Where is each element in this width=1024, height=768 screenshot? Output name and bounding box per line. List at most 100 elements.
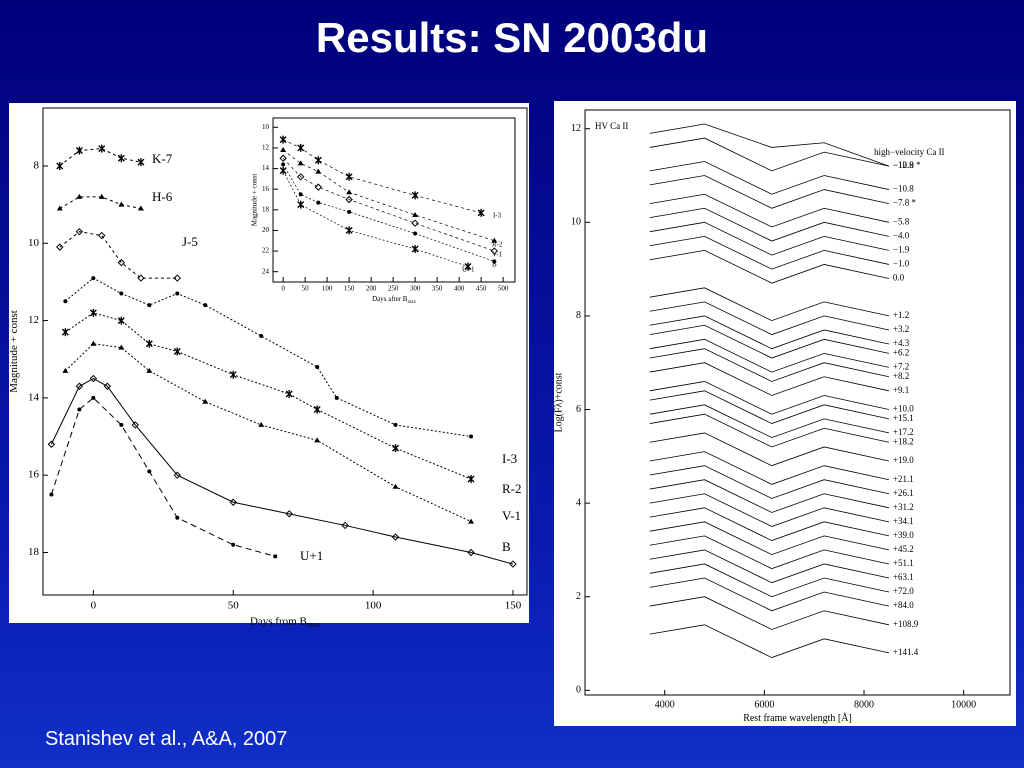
spectrum <box>649 535 890 570</box>
marker <box>334 395 339 400</box>
x-tick-label: 8000 <box>854 699 874 710</box>
spectrum-label: +31.2 <box>893 502 914 512</box>
marker <box>345 226 353 235</box>
marker <box>490 247 499 255</box>
spectrum <box>649 549 890 584</box>
marker <box>492 259 497 264</box>
spectrum <box>649 137 890 172</box>
light-curve <box>59 196 142 209</box>
y-tick-label: 16 <box>262 185 270 193</box>
marker <box>412 211 419 217</box>
marker <box>297 143 305 152</box>
x-tick-label: 500 <box>498 285 509 293</box>
marker <box>145 339 153 348</box>
x-tick-label: 100 <box>365 600 382 612</box>
marker <box>47 440 56 448</box>
spectrum-label: +45.2 <box>893 544 914 554</box>
marker <box>119 291 124 296</box>
marker <box>137 274 145 282</box>
y-tick-label: 4 <box>576 497 581 508</box>
series-label: I-3 <box>493 212 502 220</box>
spectrum <box>649 521 890 556</box>
marker <box>98 193 105 199</box>
marker <box>393 422 398 427</box>
spectrum <box>649 324 890 359</box>
spectrum-label: +8.2 <box>893 371 909 381</box>
plot-frame <box>42 107 528 596</box>
spectrum-label: +7.2 <box>893 361 909 371</box>
series-label: H-6 <box>152 189 173 204</box>
marker <box>345 195 353 204</box>
marker <box>285 510 293 518</box>
marker <box>391 533 400 541</box>
series-label: V-1 <box>502 508 521 523</box>
y-tick-label: 12 <box>262 144 270 152</box>
marker <box>411 219 419 227</box>
marker <box>137 158 145 167</box>
marker <box>118 344 125 350</box>
marker <box>315 168 322 174</box>
spectrum-label: +72.0 <box>893 586 914 596</box>
marker <box>316 200 321 205</box>
spectrum <box>649 390 890 424</box>
spectrum <box>649 315 890 350</box>
spectrum <box>649 338 890 373</box>
marker <box>61 328 69 337</box>
marker <box>147 303 152 308</box>
x-tick-label: 4000 <box>655 699 675 710</box>
spectrum-label: +63.1 <box>893 572 914 582</box>
marker <box>62 367 69 373</box>
marker <box>315 364 320 369</box>
spectrum <box>649 301 890 336</box>
x-axis-label-main: Rest frame wavelength [Å] <box>743 712 852 724</box>
marker <box>173 471 181 479</box>
marker <box>203 303 208 308</box>
slide-title: Results: SN 2003du <box>315 14 709 61</box>
marker <box>137 205 144 211</box>
spectrum <box>649 221 890 256</box>
marker <box>285 390 293 399</box>
spectrum-label: −10.9 <box>893 160 914 170</box>
plot-frame <box>584 109 1011 696</box>
light-curve <box>282 164 495 262</box>
x-axis-label: Rest frame wavelength [Å] <box>743 712 852 724</box>
x-tick-label: 10000 <box>951 699 976 710</box>
marker <box>77 407 82 412</box>
spectrum <box>649 493 890 527</box>
spectrum <box>649 404 890 439</box>
spectrum-label: +51.1 <box>893 558 914 568</box>
marker <box>56 161 64 170</box>
marker <box>56 243 64 251</box>
chart-inset: 0 50 100 150 200 250 300 350 400 450 500 10 12 14 16 18… <box>245 110 525 308</box>
spectrum-label: +4.3 <box>893 338 910 348</box>
marker <box>313 405 321 414</box>
x-axis-label-main: Days from B <box>250 615 307 627</box>
marker <box>175 291 180 296</box>
spectrum-label: +18.2 <box>893 436 914 446</box>
spectrum-label: +6.2 <box>893 347 909 357</box>
marker <box>56 205 63 211</box>
spectrum-label: −1.0 <box>893 259 910 269</box>
marker <box>146 367 153 373</box>
marker <box>392 483 399 489</box>
spectrum <box>649 362 890 396</box>
marker <box>90 340 97 346</box>
spectrum-label: +21.1 <box>893 474 914 484</box>
spectrum <box>649 235 890 270</box>
spectrum <box>649 451 890 485</box>
y-axis-label: Magnitude + const <box>8 310 20 393</box>
light-curve <box>59 231 178 279</box>
marker <box>314 183 323 191</box>
spectrum-label: +17.2 <box>893 427 914 437</box>
plot-frame <box>272 117 516 283</box>
y-tick-label: 14 <box>28 391 40 403</box>
marker <box>117 258 126 267</box>
x-tick-label: 400 <box>454 285 465 293</box>
x-tick-label: 350 <box>432 285 443 293</box>
marker <box>281 162 286 167</box>
light-curve <box>65 343 472 523</box>
spectrum <box>649 287 890 322</box>
spectrum <box>649 465 890 499</box>
spectrum-label: +9.1 <box>893 385 909 395</box>
